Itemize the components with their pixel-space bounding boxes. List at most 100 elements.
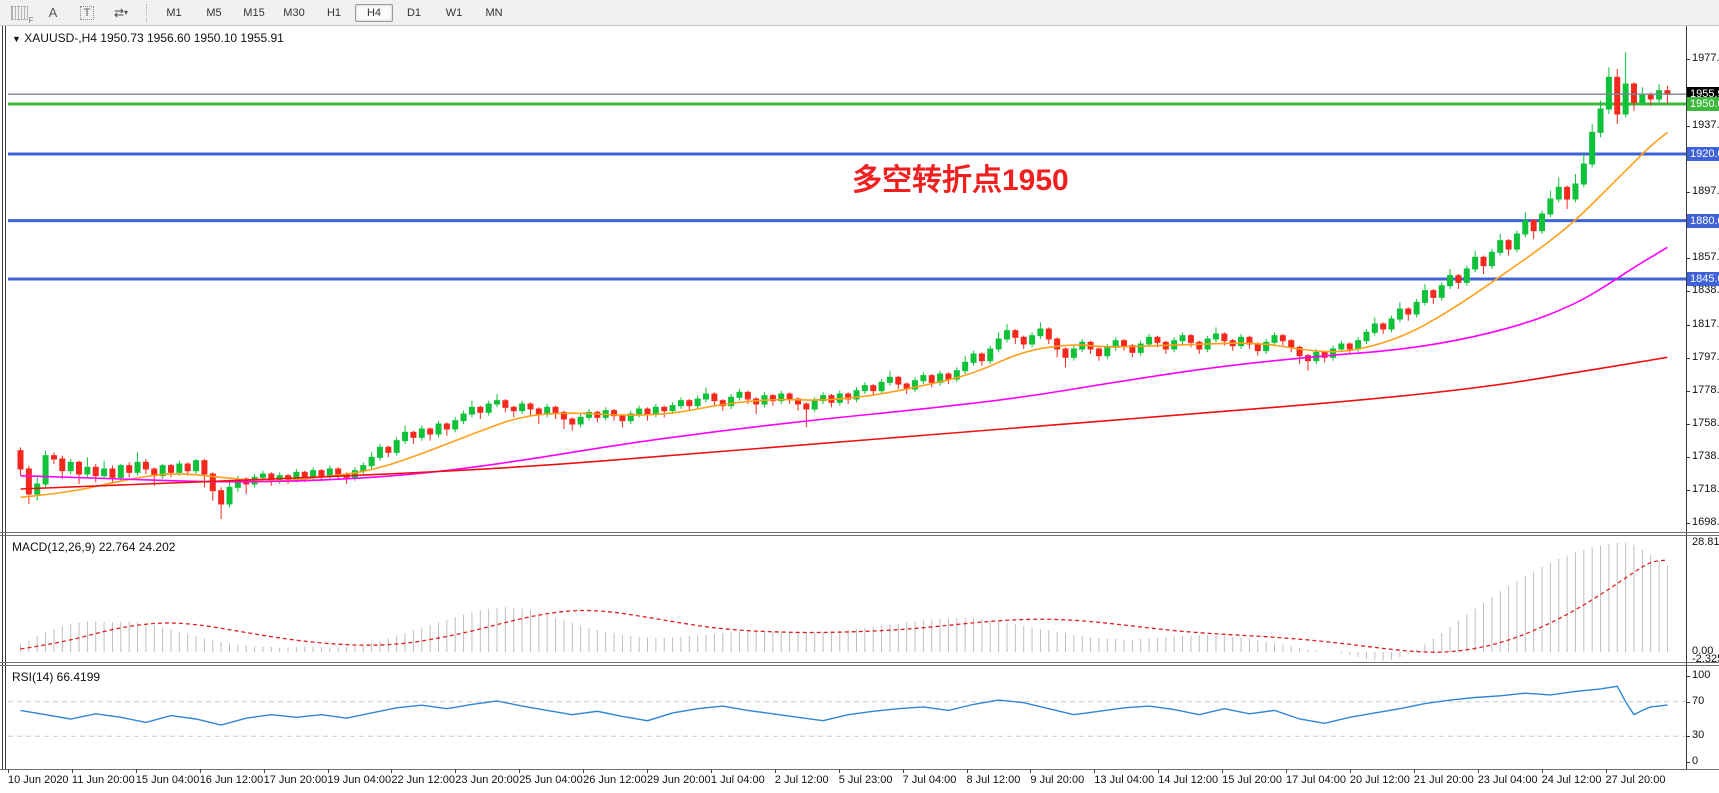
price-tick-dash (1686, 423, 1690, 425)
price-tick-label: 1738.5 (1692, 449, 1719, 462)
date-tick-mark (263, 769, 265, 773)
date-tick-mark (583, 769, 585, 773)
date-tick-mark (8, 769, 9, 773)
date-tick-mark (1413, 769, 1415, 773)
timeframe-button-mn[interactable]: MN (485, 6, 503, 19)
chart-ohlc-readout: 1950.73 1956.60 1950.10 1955.91 (100, 31, 284, 45)
rsi-tick-label: 30 (1692, 729, 1705, 742)
date-label: 2 Jul 12:00 (774, 774, 829, 786)
date-tick-mark (519, 769, 521, 773)
chart-symbol-timeframe: XAUUSD-,H4 (24, 31, 97, 45)
panel-separator-1[interactable] (0, 532, 1719, 533)
date-tick-mark (1286, 769, 1287, 773)
date-label: 19 Jun 04:00 (327, 774, 392, 786)
date-label: 22 Jun 12:00 (391, 774, 456, 786)
macd-indicator-label: MACD(12,26,9) 22.764 24.202 (12, 540, 176, 554)
panel-separator-2[interactable] (0, 662, 1719, 663)
rsi-tick-dash (1686, 676, 1690, 677)
main-price-chart[interactable] (8, 26, 1686, 533)
timeframe-button-w1[interactable]: W1 (445, 6, 463, 19)
dropdown-caret-icon[interactable]: ▾ (124, 8, 129, 17)
date-tick-mark (391, 769, 393, 773)
date-label: 20 Jul 12:00 (1349, 774, 1410, 786)
timeframe-button-m5[interactable]: M5 (206, 6, 222, 19)
price-tick-label: 1797.9 (1692, 350, 1719, 363)
date-tick-mark (71, 769, 73, 773)
timeframe-button-h4[interactable]: H4 (355, 3, 393, 22)
price-tick-dash (1686, 324, 1690, 326)
date-label: 17 Jul 04:00 (1286, 774, 1346, 786)
price-tick-dash (1686, 456, 1690, 458)
chart-annotation-text: 多空转折点1950 (852, 164, 1069, 197)
timeframe-button-d1[interactable]: D1 (406, 6, 422, 19)
date-tick-mark (966, 769, 968, 773)
price-axis-border (1686, 26, 1687, 769)
horizontal-level-lines (8, 93, 1686, 281)
ma-fast-line (20, 131, 1668, 499)
timeframe-button-group: M1 M5 M15 M30 H1 H4 D1 W1 MN (154, 3, 514, 22)
date-label: 27 Jul 20:00 (1605, 774, 1666, 786)
timeframe-button-m15[interactable]: M15 (243, 6, 265, 19)
date-tick-mark (327, 769, 329, 773)
chart-grid-f-icon[interactable]: F (4, 2, 34, 25)
date-label: 23 Jul 04:00 (1477, 774, 1538, 786)
price-tag-1950.0: 1950.0 (1687, 97, 1719, 111)
text-label-icon[interactable]: T (72, 2, 102, 23)
rsi-panel-chart[interactable] (8, 666, 1686, 769)
price-tick-dash (1686, 257, 1690, 259)
date-tick-mark (1222, 769, 1224, 773)
price-tick-label: 1937.1 (1692, 118, 1719, 131)
chart-title: ▼ XAUUSD-,H4 1950.73 1956.60 1950.10 195… (12, 31, 284, 45)
timeframe-button-m1[interactable]: M1 (166, 6, 182, 19)
date-label: 11 Jun 20:00 (71, 774, 135, 786)
macd-zero-label: 0.00 (1692, 645, 1714, 657)
price-tick-dash (1686, 522, 1690, 524)
macd-panel-chart[interactable] (8, 537, 1686, 662)
date-label: 8 Jul 12:00 (966, 774, 1021, 786)
date-tick-mark (774, 769, 776, 773)
price-tag-1920.0: 1920.0 (1687, 147, 1719, 161)
date-label: 26 Jun 12:00 (583, 774, 647, 786)
arrange-arrows-icon[interactable]: ⇄ ▾ (106, 2, 136, 23)
date-label: 14 Jul 12:00 (1158, 774, 1219, 786)
date-label: 7 Jul 04:00 (902, 774, 957, 786)
date-tick-mark (1030, 769, 1032, 773)
ma-slow-line (20, 356, 1668, 490)
price-tick-dash (1686, 125, 1690, 127)
date-tick-mark (1541, 769, 1543, 773)
date-label: 24 Jul 12:00 (1541, 774, 1602, 786)
window-left-border-inner (5, 26, 6, 769)
toolbar: F A T ⇄ ▾ M1 M5 M15 M30 H1 H4 D1 W1 MN (0, 0, 1719, 26)
timeframe-button-m30[interactable]: M30 (283, 6, 305, 19)
panel-separator-2b[interactable] (0, 665, 1719, 666)
date-tick-mark (1094, 769, 1096, 773)
date-label: 16 Jun 12:00 (199, 774, 264, 786)
price-tick-dash (1686, 489, 1690, 491)
date-label: 9 Jul 20:00 (1030, 774, 1085, 786)
date-tick-mark (455, 769, 457, 773)
date-tick-mark (710, 769, 712, 773)
date-label: 29 Jun 20:00 (647, 774, 711, 786)
rsi-line (20, 685, 1668, 726)
rsi-tick-label: 0 (1692, 755, 1699, 767)
price-tick-dash (1686, 290, 1690, 292)
macd-max-label: 28.816 (1692, 536, 1719, 549)
date-label: 13 Jul 04:00 (1094, 774, 1155, 786)
date-label: 5 Jul 23:00 (838, 774, 893, 786)
panel-separator-1b[interactable] (0, 535, 1719, 536)
collapse-triangle-icon[interactable]: ▼ (12, 34, 21, 44)
price-tick-label: 1857.9 (1692, 250, 1719, 263)
date-tick-mark (647, 769, 648, 773)
date-label: 15 Jun 04:00 (135, 774, 200, 786)
price-tick-label: 1897.5 (1692, 184, 1719, 197)
rsi-tick-dash (1686, 762, 1690, 763)
date-tick-mark (1605, 769, 1607, 773)
font-a-icon[interactable]: A (38, 2, 68, 23)
timeframe-button-h1[interactable]: H1 (326, 6, 342, 19)
price-tick-label: 1718.7 (1692, 482, 1719, 495)
price-tick-label: 1817.7 (1692, 317, 1719, 330)
price-tick-label: 1838.1 (1692, 283, 1719, 296)
price-tick-dash (1686, 357, 1690, 359)
date-label: 25 Jun 04:00 (519, 774, 583, 786)
